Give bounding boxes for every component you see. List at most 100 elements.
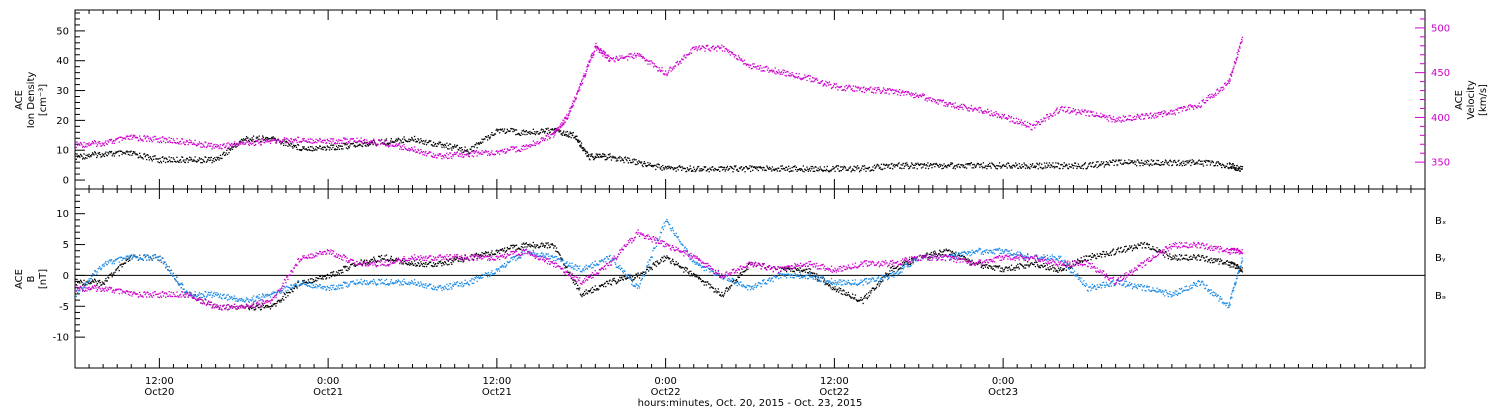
data-point-velocity — [486, 151, 488, 153]
data-point-density — [532, 128, 534, 130]
data-point-density — [1166, 162, 1168, 164]
data-point-velocity — [1162, 113, 1164, 115]
data-point-velocity — [360, 137, 362, 139]
data-point-velocity — [694, 46, 696, 48]
data-point-density — [1004, 165, 1006, 167]
data-point-bx — [452, 261, 454, 263]
data-point-velocity — [595, 47, 597, 49]
data-point-velocity — [819, 82, 821, 84]
data-point-density — [915, 162, 917, 165]
data-point-density — [1106, 163, 1108, 165]
data-point-density — [636, 161, 639, 163]
data-point-velocity — [368, 142, 370, 144]
data-point-velocity — [852, 90, 854, 92]
data-point-bx — [294, 286, 296, 288]
data-point-bx — [845, 292, 847, 294]
data-point-velocity — [300, 140, 302, 143]
data-point-density — [181, 156, 184, 158]
data-point-bx — [441, 265, 443, 267]
data-point-density — [388, 142, 390, 145]
data-point-velocity — [428, 152, 430, 154]
data-point-velocity — [392, 145, 395, 148]
data-point-velocity — [497, 151, 499, 153]
data-point-velocity — [526, 147, 528, 150]
data-point-density — [712, 166, 714, 168]
data-point-velocity — [553, 136, 555, 138]
data-point-bx — [1040, 264, 1042, 266]
data-point-density — [649, 162, 651, 164]
data-point-density — [1065, 164, 1067, 166]
data-point-velocity — [922, 93, 924, 95]
data-point-velocity — [623, 56, 625, 58]
data-point-density — [309, 146, 312, 148]
data-point-bx — [723, 294, 725, 296]
data-point-velocity — [252, 142, 254, 145]
data-point-velocity — [657, 70, 659, 72]
data-point-bx — [499, 249, 501, 251]
data-point-velocity — [533, 144, 535, 146]
data-point-velocity — [997, 113, 999, 115]
data-point-bx — [1035, 261, 1037, 263]
data-point-bx — [996, 265, 999, 267]
data-point-velocity — [793, 75, 795, 78]
data-point-velocity — [501, 149, 503, 152]
data-point-velocity — [680, 62, 682, 64]
data-point-bx — [496, 251, 499, 254]
data-point-density — [162, 160, 165, 162]
data-point-velocity — [852, 85, 854, 87]
data-point-density — [1219, 163, 1221, 165]
data-point-velocity — [753, 63, 755, 65]
data-point-bx — [950, 253, 952, 255]
data-point-density — [777, 167, 779, 169]
data-point-bx — [643, 274, 646, 276]
data-point-velocity — [616, 57, 618, 59]
data-point-density — [1240, 165, 1242, 168]
data-point-velocity — [547, 133, 549, 136]
data-point-density — [476, 147, 478, 149]
data-point-density — [341, 145, 343, 147]
data-point-velocity — [782, 69, 784, 71]
data-point-velocity — [792, 74, 794, 76]
data-point-density — [863, 165, 866, 167]
data-point-density — [496, 130, 499, 132]
data-point-density — [465, 150, 468, 152]
data-point-bx — [846, 294, 848, 297]
data-point-velocity — [487, 154, 489, 156]
data-point-density — [421, 140, 423, 143]
data-point-velocity — [605, 54, 607, 56]
data-point-density — [545, 128, 547, 130]
data-point-velocity — [515, 151, 517, 153]
data-point-density — [797, 169, 800, 171]
data-point-bx — [615, 283, 617, 285]
data-point-density — [146, 154, 148, 156]
data-point-density — [1017, 167, 1019, 169]
data-point-density — [609, 153, 611, 155]
data-point-density — [600, 156, 602, 158]
data-point-velocity — [634, 54, 636, 57]
data-point-bx — [129, 256, 132, 258]
data-point-velocity — [529, 146, 532, 148]
data-point-bx — [557, 251, 559, 253]
data-point-bx — [939, 249, 941, 251]
data-point-velocity — [1035, 120, 1037, 122]
data-point-velocity — [493, 154, 495, 156]
data-point-density — [463, 151, 465, 153]
data-point-density — [251, 137, 253, 139]
data-point-bx — [879, 283, 881, 285]
data-point-density — [1043, 167, 1045, 169]
data-point-bx — [380, 254, 383, 257]
data-point-density — [1204, 161, 1207, 163]
data-point-bx — [839, 289, 841, 292]
data-point-bx — [389, 259, 391, 261]
data-point-velocity — [635, 56, 637, 58]
data-point-velocity — [1203, 102, 1205, 104]
data-point-density — [689, 165, 691, 167]
data-point-density — [567, 136, 570, 138]
data-point-density — [1123, 162, 1125, 164]
data-point-velocity — [1005, 117, 1008, 119]
data-point-bx — [499, 252, 501, 255]
data-point-velocity — [283, 142, 285, 145]
data-point-density — [854, 166, 857, 168]
data-point-velocity — [1054, 114, 1056, 116]
